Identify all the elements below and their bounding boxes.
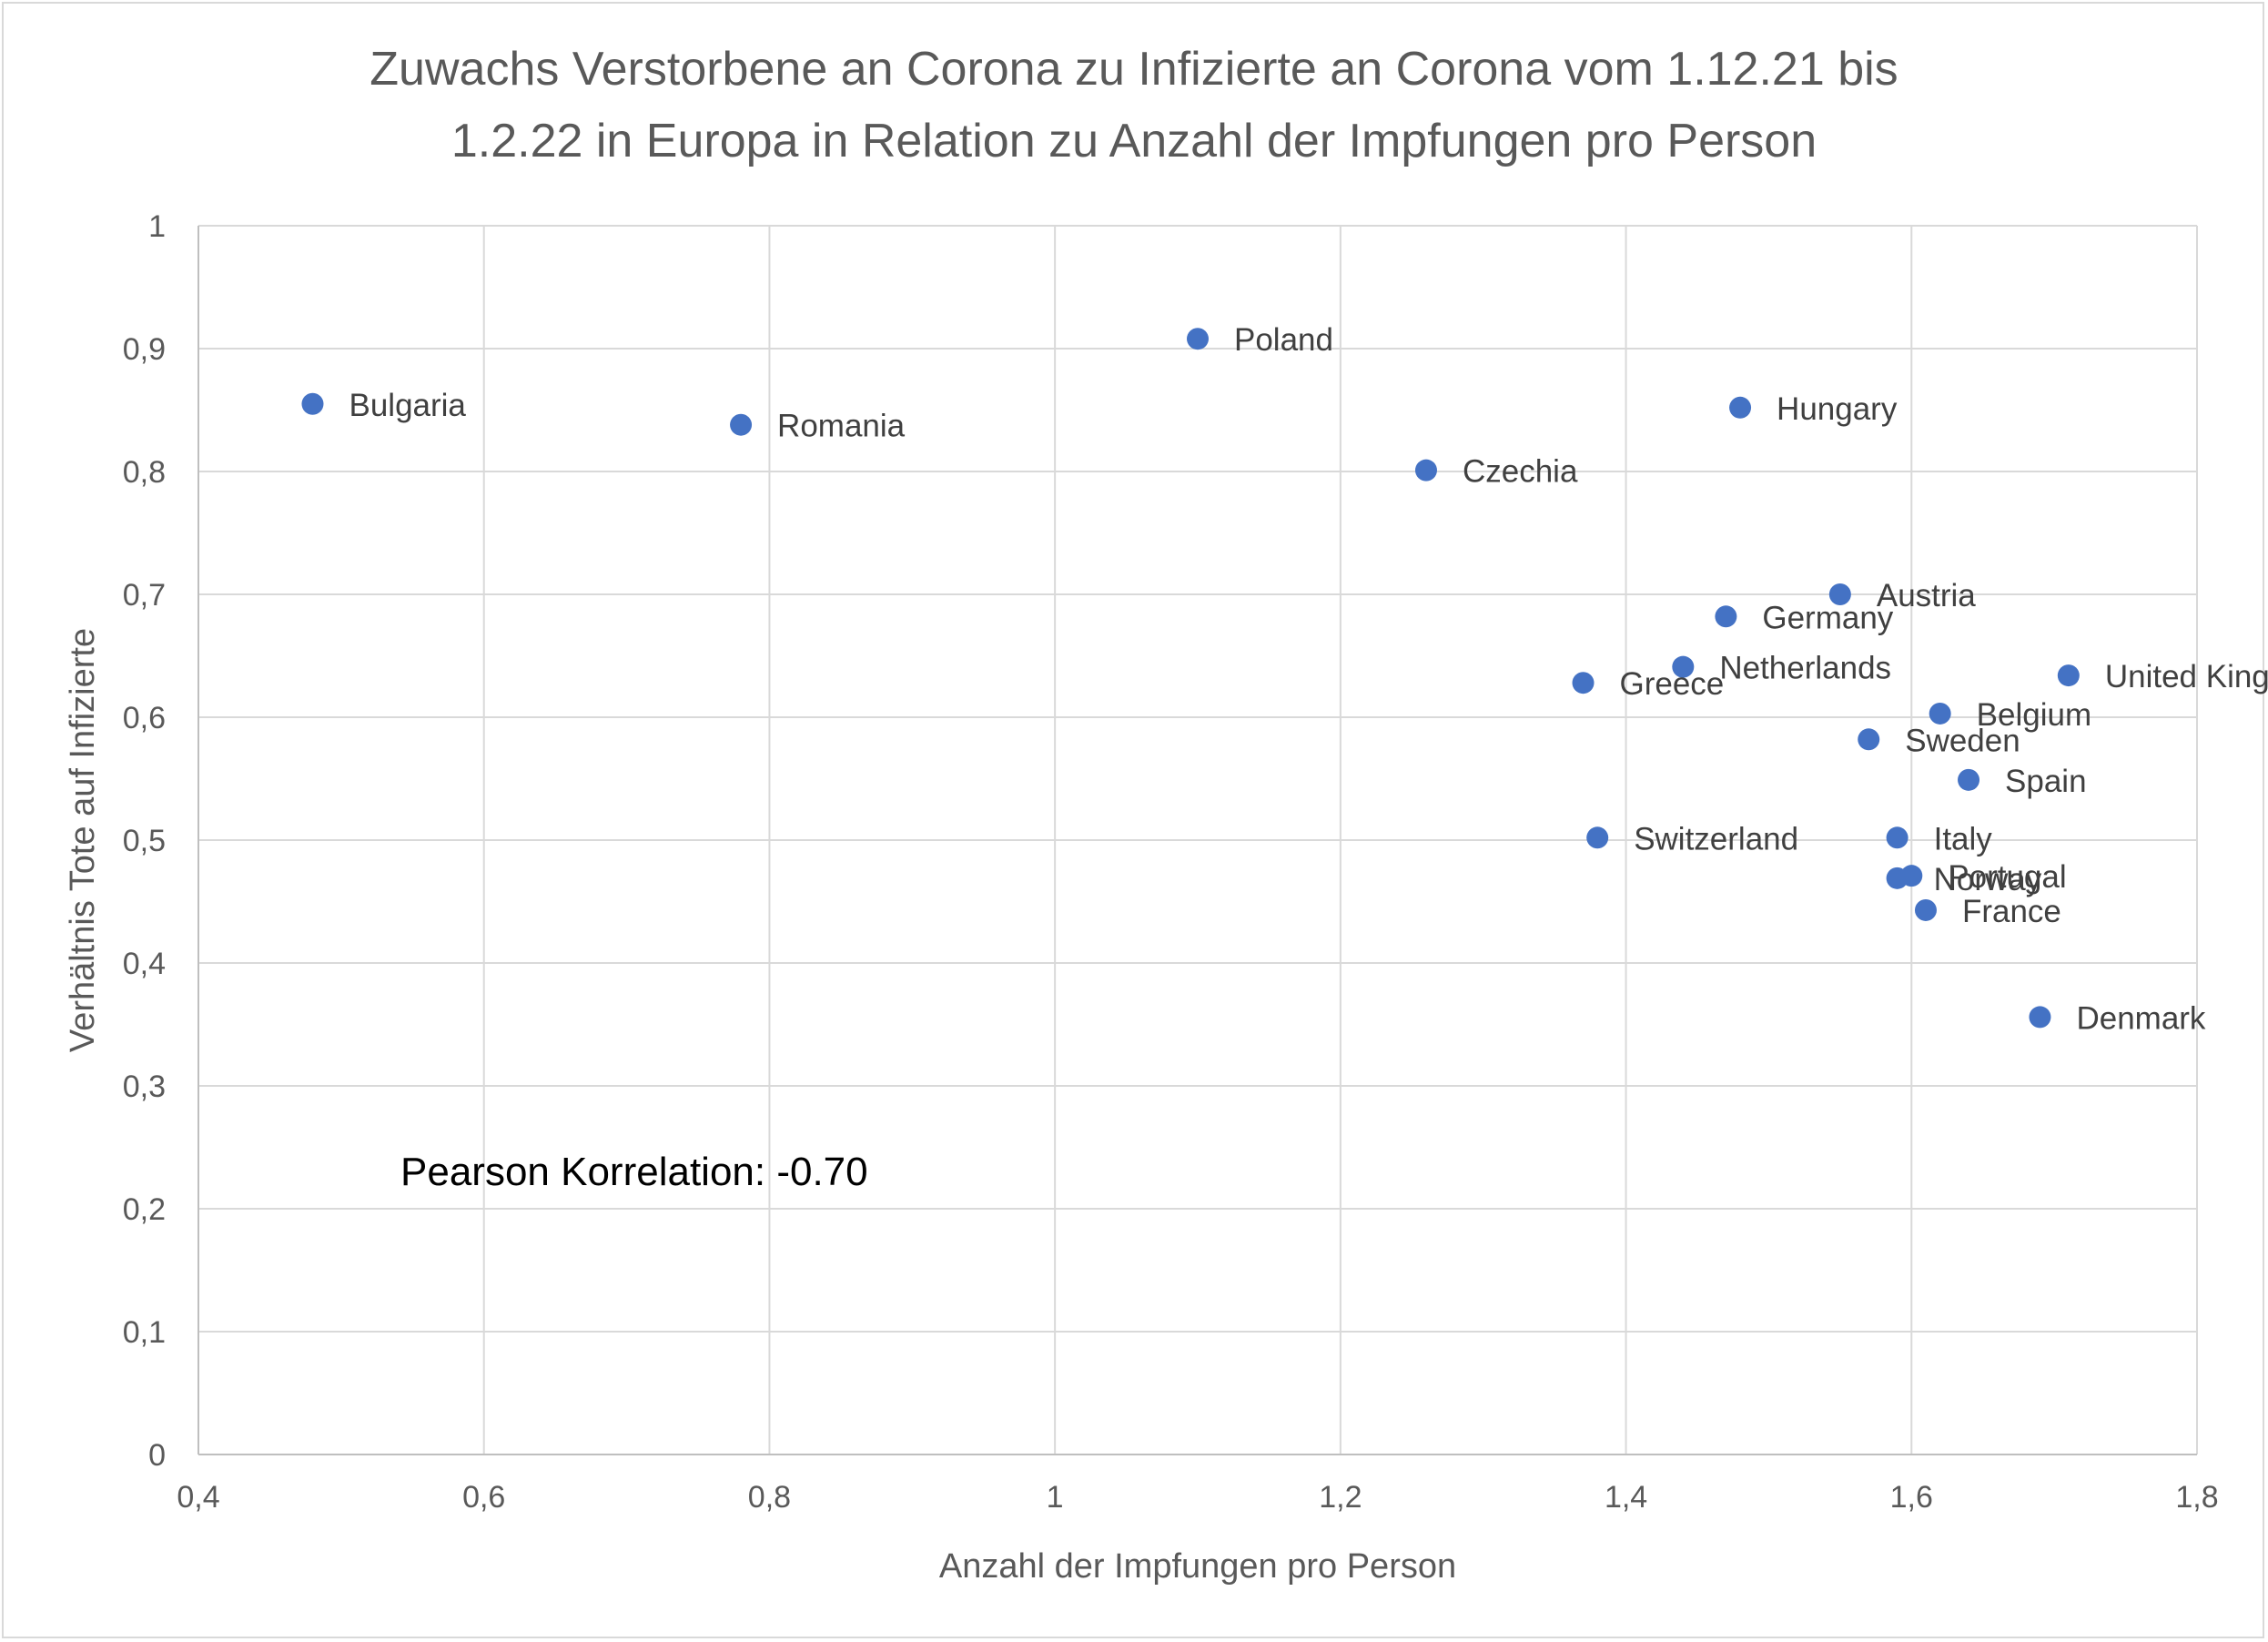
point-label-united-kingdom: United Kingdom — [2105, 659, 2268, 694]
y-tick-label: 0,3 — [123, 1069, 166, 1104]
y-tick-label: 0,1 — [123, 1315, 166, 1350]
point-label-poland: Poland — [1234, 322, 1333, 358]
x-axis-title: Anzahl der Impfungen pro Person — [939, 1547, 1456, 1586]
point-label-switzerland: Switzerland — [1634, 821, 1798, 856]
y-tick-label: 1 — [148, 209, 166, 244]
x-tick-label: 1,6 — [1890, 1480, 1933, 1515]
y-tick-label: 0,9 — [123, 332, 166, 367]
point-sweden — [1858, 728, 1879, 750]
point-greece — [1573, 672, 1595, 694]
point-denmark — [2029, 1006, 2050, 1028]
point-poland — [1187, 328, 1209, 350]
point-germany — [1715, 605, 1736, 627]
point-label-sweden: Sweden — [1905, 723, 2020, 758]
point-romania — [730, 414, 752, 436]
x-tick-label: 0,6 — [462, 1480, 505, 1515]
x-tick-label: 1,8 — [2175, 1480, 2218, 1515]
x-tick-label: 0,4 — [177, 1480, 219, 1515]
y-tick-label: 0,8 — [123, 455, 166, 490]
point-label-norway: Norway — [1934, 862, 2042, 897]
y-tick-label: 0,2 — [123, 1192, 166, 1227]
y-tick-label: 0,4 — [123, 947, 166, 981]
pearson-annotation: Pearson Korrelation: -0.70 — [400, 1150, 868, 1194]
point-label-italy: Italy — [1934, 821, 1993, 856]
chart-title-line-2: 1.2.22 in Europa in Relation zu Anzahl d… — [451, 115, 1817, 167]
y-tick-label: 0,6 — [123, 701, 166, 735]
point-label-bulgaria: Bulgaria — [349, 388, 466, 423]
point-label-hungary: Hungary — [1777, 391, 1898, 427]
point-czechia — [1415, 460, 1437, 481]
x-tick-label: 0,8 — [748, 1480, 791, 1515]
point-bulgaria — [301, 393, 323, 415]
x-tick-label: 1 — [1047, 1480, 1064, 1515]
chart-title-line-1: Zuwachs Verstorbene an Corona zu Infizie… — [370, 43, 1898, 96]
point-belgium — [1929, 703, 1951, 725]
point-united-kingdom — [2058, 664, 2080, 686]
y-tick-label: 0,5 — [123, 824, 166, 858]
point-italy — [1887, 826, 1909, 848]
point-label-netherlands: Netherlands — [1719, 651, 1891, 686]
point-label-romania: Romania — [777, 409, 906, 444]
point-norway — [1887, 867, 1909, 889]
point-spain — [1958, 769, 1979, 791]
point-labels: BulgariaRomaniaPolandCzechiaHungaryAustr… — [349, 322, 2268, 1036]
point-label-denmark: Denmark — [2076, 1000, 2205, 1036]
point-hungary — [1729, 397, 1751, 419]
point-switzerland — [1586, 826, 1608, 848]
point-label-france: France — [1962, 894, 2061, 929]
x-tick-label: 1,4 — [1605, 1480, 1647, 1515]
point-label-germany: Germany — [1762, 600, 1893, 635]
point-label-greece: Greece — [1620, 666, 1725, 702]
y-axis-title: Verhältnis Tote auf Infizierte — [64, 628, 102, 1052]
point-label-czechia: Czechia — [1463, 454, 1578, 490]
x-tick-label: 1,2 — [1319, 1480, 1362, 1515]
point-france — [1915, 899, 1937, 921]
point-label-spain: Spain — [2005, 764, 2087, 799]
y-tick-label: 0 — [148, 1438, 166, 1473]
y-tick-label: 0,7 — [123, 578, 166, 613]
